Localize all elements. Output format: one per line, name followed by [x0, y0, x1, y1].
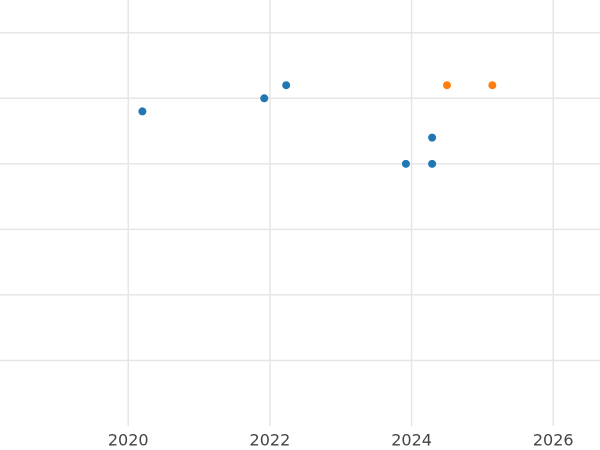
x-tick-label: 2026 — [533, 431, 574, 450]
point — [428, 133, 437, 142]
point — [138, 107, 147, 116]
x-tick-label: 2020 — [108, 431, 149, 450]
point — [260, 94, 269, 103]
x-tick-label: 2024 — [391, 431, 432, 450]
point — [442, 81, 451, 90]
x-tick-label: 2022 — [250, 431, 291, 450]
point — [488, 81, 497, 90]
point — [401, 159, 410, 168]
point — [428, 159, 437, 168]
point — [282, 81, 291, 90]
